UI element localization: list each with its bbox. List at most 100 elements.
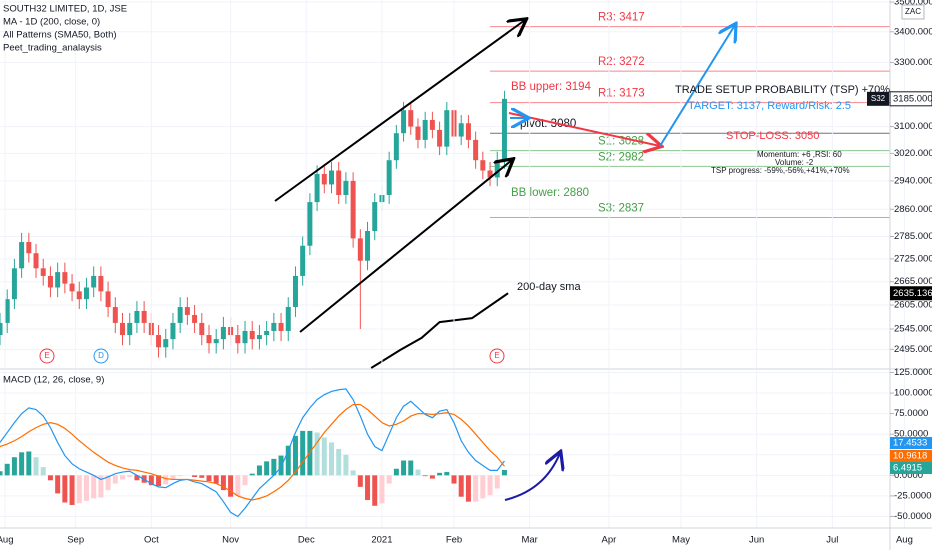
x-tick-label: Aug [896, 535, 913, 546]
y-tick-label: 2605.0000 [894, 300, 932, 311]
channel-lower [299, 160, 512, 333]
level-label: BB lower: 2880 [511, 187, 589, 199]
y-tick-label: 100.0000 [894, 388, 932, 399]
currency-box[interactable] [901, 4, 925, 20]
y-tick-label: 2785.0000 [894, 231, 932, 242]
histogram-bar [264, 461, 270, 476]
y-tick-label: 2545.0000 [894, 323, 932, 334]
histogram-bar [422, 475, 428, 477]
event-label: E [44, 351, 49, 360]
histogram-bar [98, 475, 104, 498]
candle-body [473, 139, 479, 161]
histogram-bar [465, 475, 471, 502]
histogram-bar [199, 475, 205, 478]
candle-body [480, 160, 486, 171]
y-tick-label: 3400.0000 [894, 26, 932, 37]
candle-body [83, 287, 89, 300]
candle-body [112, 307, 118, 323]
histogram-bar [285, 445, 291, 476]
histogram-bar [365, 475, 371, 501]
macd-title: MACD (12, 26, close, 9) [3, 375, 104, 386]
event-marker[interactable] [39, 348, 55, 364]
annotation: TARGET: 3137, Reward/Risk: 2.5 [688, 100, 851, 112]
histogram-bar [47, 475, 53, 481]
histogram-bar [415, 469, 421, 476]
level-label: BB upper: 3194 [511, 81, 592, 93]
y-tick-label: 3020.0000 [894, 148, 932, 159]
histogram-bar [206, 475, 212, 482]
histogram-bar [134, 475, 140, 481]
event-marker[interactable] [489, 348, 505, 364]
histogram-bar [458, 475, 464, 497]
candle-body [264, 330, 270, 336]
annotation: TRADE SETUP PROBABILITY (TSP) +70% [675, 84, 890, 96]
macd-arrow [504, 453, 560, 501]
histogram-bar [292, 435, 298, 476]
candle-body [429, 119, 435, 130]
candle-body [40, 268, 46, 276]
histogram-bar [11, 457, 17, 476]
level-label: R1: 3173 [598, 88, 645, 100]
candle-body [141, 310, 147, 323]
histogram-bar [228, 475, 234, 497]
candle-body [271, 322, 277, 331]
candle-body [11, 268, 17, 300]
indicator-label: Peet_trading_analaysis [3, 43, 102, 54]
histogram-bar [163, 475, 169, 485]
histogram-bar [494, 475, 500, 489]
histogram-bar [372, 475, 378, 506]
value-tag [890, 437, 932, 449]
currency: ZAC [905, 7, 921, 16]
value-tag [890, 462, 932, 474]
histogram-bar [19, 452, 25, 476]
histogram-bar [357, 475, 363, 487]
histogram-bar [256, 465, 262, 476]
value-tag-label: 6.4915 [893, 463, 922, 474]
candle-body [91, 275, 97, 288]
histogram-bar [62, 475, 68, 503]
x-tick-label: Sep [67, 535, 84, 546]
candle-body [465, 123, 471, 140]
histogram-bar [429, 475, 435, 479]
candle-body [501, 98, 507, 161]
y-tick-label: 2665.0000 [894, 276, 932, 287]
histogram-bar [33, 457, 39, 476]
candle-body [437, 129, 443, 147]
candle-body [285, 307, 291, 331]
event-marker[interactable] [93, 348, 109, 364]
y-tick-label: -50.0000 [894, 511, 932, 522]
candle-body [357, 238, 363, 261]
candle-body [47, 275, 53, 288]
histogram-bar [235, 475, 241, 496]
candle-body [328, 170, 334, 185]
x-tick-label: Aug [0, 535, 13, 546]
histogram-bar [444, 472, 450, 476]
histogram-bar [220, 475, 226, 491]
y-tick-label: 3500.0000 [894, 0, 932, 8]
price-tag-label: 3185.0000 [893, 93, 932, 104]
candle-body [365, 230, 371, 261]
histogram-bar [91, 475, 97, 499]
y-tick-label: 2940.0000 [894, 175, 932, 186]
candle-body [69, 283, 75, 292]
value-tag-label: 17.4533 [893, 438, 927, 449]
histogram-bar [314, 432, 320, 476]
indicator-label: All Patterns (SMA50, Both) [3, 30, 117, 41]
histogram-bar [76, 475, 82, 504]
sma-line [370, 292, 509, 369]
value-tag [890, 450, 932, 462]
candle-body [350, 180, 356, 239]
x-tick-label: Nov [222, 535, 239, 546]
histogram-bar [120, 475, 126, 480]
candle-body [415, 126, 421, 140]
y-tick-label: 50.0000 [894, 429, 928, 440]
candle-body [156, 335, 162, 348]
chart-title: SOUTH32 LIMITED, 1D, JSE [3, 4, 127, 15]
histogram-bar [170, 475, 176, 480]
level-label: R3: 3417 [598, 12, 645, 24]
candle-body [26, 242, 32, 254]
plot-layer: R3: 3417 R2: 3272 R1: 3173 pivot: 3080 S1: 3… [0, 0, 905, 528]
histogram-bar [437, 472, 443, 476]
histogram-bar [336, 449, 342, 476]
